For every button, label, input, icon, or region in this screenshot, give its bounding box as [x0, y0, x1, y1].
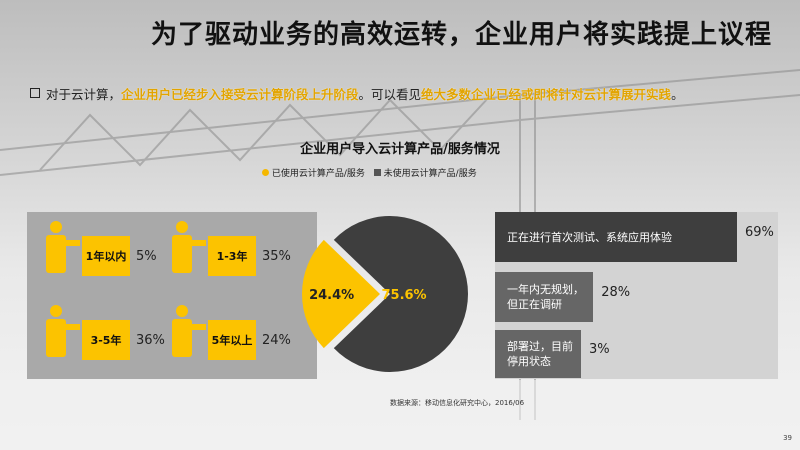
years-percent: 35% [262, 249, 291, 264]
chart-legend: 已使用云计算产品/服务 未使用云计算产品/服务 [262, 166, 477, 179]
status-bar: 一年内无规划，但正在调研 [495, 272, 594, 322]
pie-slice-used [302, 239, 380, 349]
legend-unused-label: 未使用云计算产品/服务 [383, 169, 477, 179]
legend-used-marker [262, 169, 269, 176]
page-title: 为了驱动业务的高效运转，企业用户将实践提上议程 [150, 20, 772, 50]
years-percent: 24% [262, 333, 291, 348]
subtitle-suffix: 。 [671, 87, 684, 102]
status-percent: 3% [589, 342, 610, 357]
years-label: 3-5年 [82, 320, 130, 360]
checkbox-square-icon [30, 88, 40, 98]
subtitle-prefix: 对于云计算， [46, 87, 122, 102]
pie-label: 24.4% [309, 288, 354, 303]
status-bar: 正在进行首次测试、系统应用体验 [495, 212, 737, 262]
legend-used-label: 已使用云计算产品/服务 [271, 169, 365, 179]
years-item: 1年以内 5% [44, 220, 174, 280]
person-icon [46, 305, 80, 357]
pie-slice-unused [333, 216, 468, 372]
years-item: 5年以上 24% [170, 304, 300, 364]
status-bar: 部署过，目前停用状态 [495, 330, 581, 378]
pie-chart: 24.4% 75.6% [302, 216, 468, 372]
chart-title: 企业用户导入云计算产品/服务情况 [300, 142, 500, 157]
person-icon [46, 221, 80, 273]
person-icon [172, 221, 206, 273]
years-item: 1-3年 35% [170, 220, 300, 280]
page-number: 39 [783, 434, 792, 442]
years-percent: 36% [136, 333, 165, 348]
subtitle-highlight-2: 绝大多数企业已经或即将针对云计算展开实践 [421, 87, 672, 102]
subtitle-middle: 。可以看见 [358, 87, 422, 102]
status-percent: 28% [601, 285, 631, 300]
person-icon [172, 305, 206, 357]
subtitle-highlight-1: 企业用户已经步入接受云计算阶段上升阶段 [121, 87, 359, 102]
years-label: 1年以内 [82, 236, 130, 276]
pie-label: 75.6% [381, 288, 426, 303]
years-label: 5年以上 [208, 320, 256, 360]
years-percent: 5% [136, 249, 157, 264]
years-label: 1-3年 [208, 236, 256, 276]
years-item: 3-5年 36% [44, 304, 174, 364]
subtitle: 对于云计算，企业用户已经步入接受云计算阶段上升阶段。可以看见绝大多数企业已经或即… [30, 84, 684, 103]
data-source: 数据来源：移动信息化研究中心，2016/06 [390, 399, 525, 407]
legend-unused-marker [373, 169, 381, 176]
status-percent: 69% [745, 225, 774, 240]
